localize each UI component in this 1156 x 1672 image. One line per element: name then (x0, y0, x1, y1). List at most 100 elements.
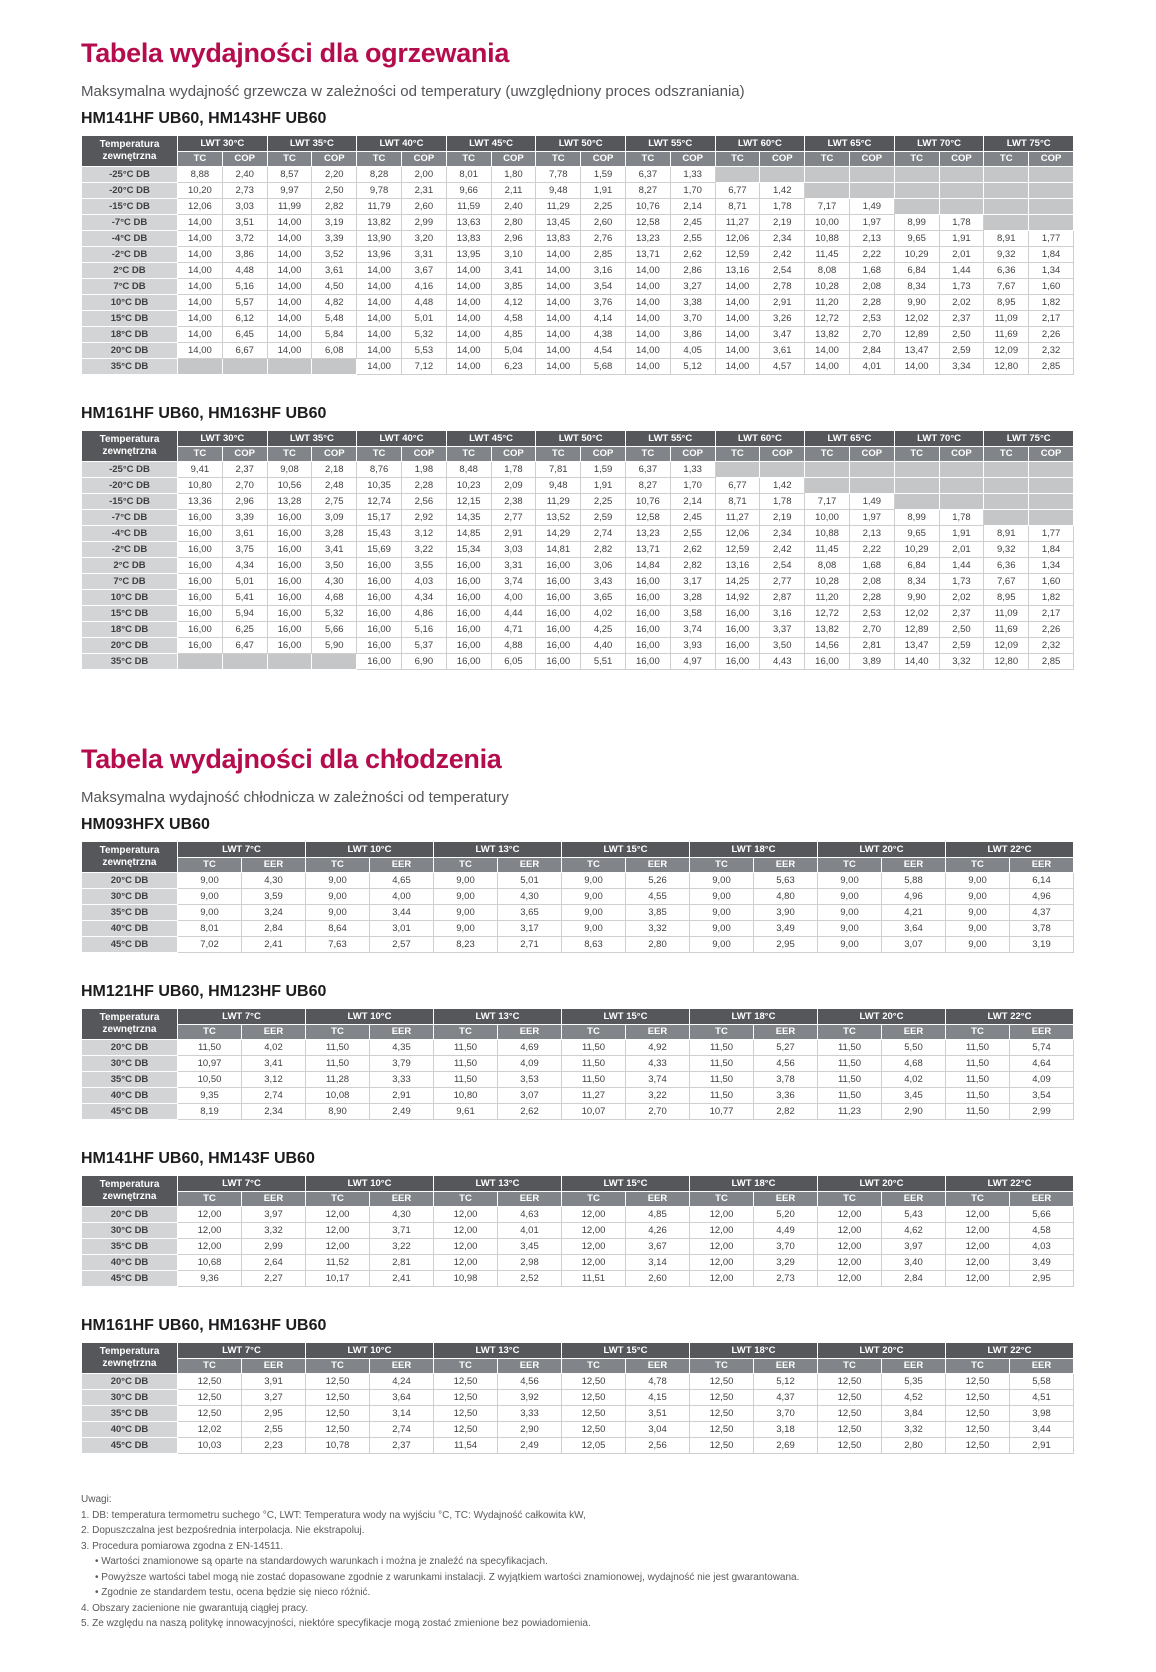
value-cell: 3,71 (369, 1222, 434, 1239)
shaded-cell (893, 493, 940, 510)
row-label: 20°C DB (81, 1206, 178, 1223)
metric-header: TC (624, 151, 671, 167)
value-cell: 8,91 (983, 230, 1030, 247)
value-cell: 6,08 (311, 342, 358, 359)
value-cell: 1,73 (938, 278, 985, 295)
value-cell: 3,39 (311, 230, 358, 247)
metric-header: EER (241, 1358, 306, 1374)
value-cell: 12,50 (305, 1405, 370, 1422)
value-cell: 3,33 (497, 1405, 562, 1422)
value-cell: 12,50 (817, 1437, 882, 1454)
value-cell: 5,16 (221, 278, 268, 295)
value-cell: 14,00 (266, 342, 313, 359)
metric-header: TC (945, 857, 1010, 873)
value-cell: 3,22 (625, 1087, 690, 1104)
value-cell: 2,74 (241, 1087, 306, 1104)
value-cell: 2,91 (759, 294, 806, 311)
value-cell: 13,71 (624, 246, 671, 263)
value-cell: 2,52 (497, 1270, 562, 1287)
value-cell: 16,00 (804, 653, 850, 670)
value-cell: 3,72 (221, 230, 268, 247)
value-cell: 7,81 (535, 461, 582, 478)
lwt-header: LWT 10°C (305, 1175, 434, 1192)
metric-header: TC (817, 857, 882, 873)
value-cell: 1,84 (1028, 246, 1074, 263)
value-cell: 11,20 (804, 589, 850, 606)
value-cell: 4,30 (241, 872, 306, 889)
lwt-header: LWT 65°C (804, 430, 895, 447)
value-cell: 13,23 (624, 230, 671, 247)
shaded-cell (1028, 461, 1074, 478)
value-cell: 14,25 (714, 573, 761, 590)
value-cell: 9,00 (177, 872, 242, 889)
shaded-cell (848, 182, 895, 199)
value-cell: 3,29 (753, 1254, 818, 1271)
value-cell: 4,88 (490, 637, 537, 654)
metric-header: TC (817, 1191, 882, 1207)
shaded-cell (804, 182, 850, 199)
metric-header: COP (490, 151, 537, 167)
table-row: 30°C DB 12,50 3,27 12,50 3,64 12,50 3,92 12,50 4… (81, 1389, 1074, 1406)
heating-section: Tabela wydajności dla ogrzewania Maksyma… (81, 38, 1074, 670)
value-cell: 13,82 (356, 214, 402, 231)
value-cell: 4,12 (490, 294, 537, 311)
value-cell: 3,51 (221, 214, 268, 231)
lwt-header: LWT 22°C (945, 841, 1074, 858)
value-cell: 5,32 (311, 605, 358, 622)
lwt-header: LWT 18°C (689, 1175, 818, 1192)
shaded-cell (177, 653, 223, 670)
value-cell: 14,35 (445, 509, 492, 526)
value-cell: 16,00 (624, 621, 671, 638)
value-cell: 16,00 (266, 509, 313, 526)
value-cell: 3,04 (625, 1421, 690, 1438)
value-cell: 14,00 (535, 310, 582, 327)
value-cell: 1,82 (1028, 589, 1074, 606)
table-row: -2°C DB 16,00 3,75 16,00 3,41 15,69 3,22 15,34 3… (81, 541, 1074, 558)
metric-header: TC (535, 446, 582, 462)
metric-header: TC (945, 1024, 1010, 1040)
metric-header: COP (580, 151, 626, 167)
value-cell: 14,00 (177, 246, 223, 263)
shaded-cell (983, 461, 1030, 478)
value-cell: 2,81 (369, 1254, 434, 1271)
metric-header: TC (305, 1358, 370, 1374)
value-cell: 8,63 (561, 936, 626, 953)
value-cell: 11,50 (945, 1103, 1010, 1120)
value-cell: 14,00 (535, 294, 582, 311)
value-cell: 8,27 (624, 477, 671, 494)
value-cell: 12,00 (433, 1222, 498, 1239)
value-cell: 2,31 (400, 182, 447, 199)
value-cell: 16,00 (445, 573, 492, 590)
value-cell: 12,50 (177, 1389, 242, 1406)
value-cell: 2,57 (369, 936, 434, 953)
value-cell: 11,50 (561, 1071, 626, 1088)
value-cell: 9,00 (689, 888, 754, 905)
value-cell: 14,00 (624, 310, 671, 327)
value-cell: 16,00 (535, 637, 582, 654)
value-cell: 14,00 (714, 310, 761, 327)
value-cell: 4,21 (881, 904, 946, 921)
value-cell: 4,96 (881, 888, 946, 905)
metric-header: TC (561, 1024, 626, 1040)
shaded-cell (938, 477, 985, 494)
metric-header: EER (753, 1358, 818, 1374)
value-cell: 14,00 (714, 342, 761, 359)
value-cell: 2,99 (1009, 1103, 1074, 1120)
value-cell: 2,73 (753, 1270, 818, 1287)
value-cell: 4,34 (221, 557, 268, 574)
value-cell: 12,50 (177, 1373, 242, 1390)
value-cell: 5,63 (753, 872, 818, 889)
value-cell: 14,00 (445, 310, 492, 327)
value-cell: 4,00 (490, 589, 537, 606)
value-cell: 1,70 (669, 182, 716, 199)
value-cell: 14,40 (893, 653, 940, 670)
value-cell: 3,03 (490, 541, 537, 558)
value-cell: 3,61 (759, 342, 806, 359)
value-cell: 12,50 (945, 1389, 1010, 1406)
value-cell: 5,26 (625, 872, 690, 889)
value-cell: 12,50 (817, 1373, 882, 1390)
value-cell: 4,02 (241, 1039, 306, 1056)
value-cell: 2,53 (848, 605, 895, 622)
lwt-header: LWT 7°C (177, 841, 306, 858)
